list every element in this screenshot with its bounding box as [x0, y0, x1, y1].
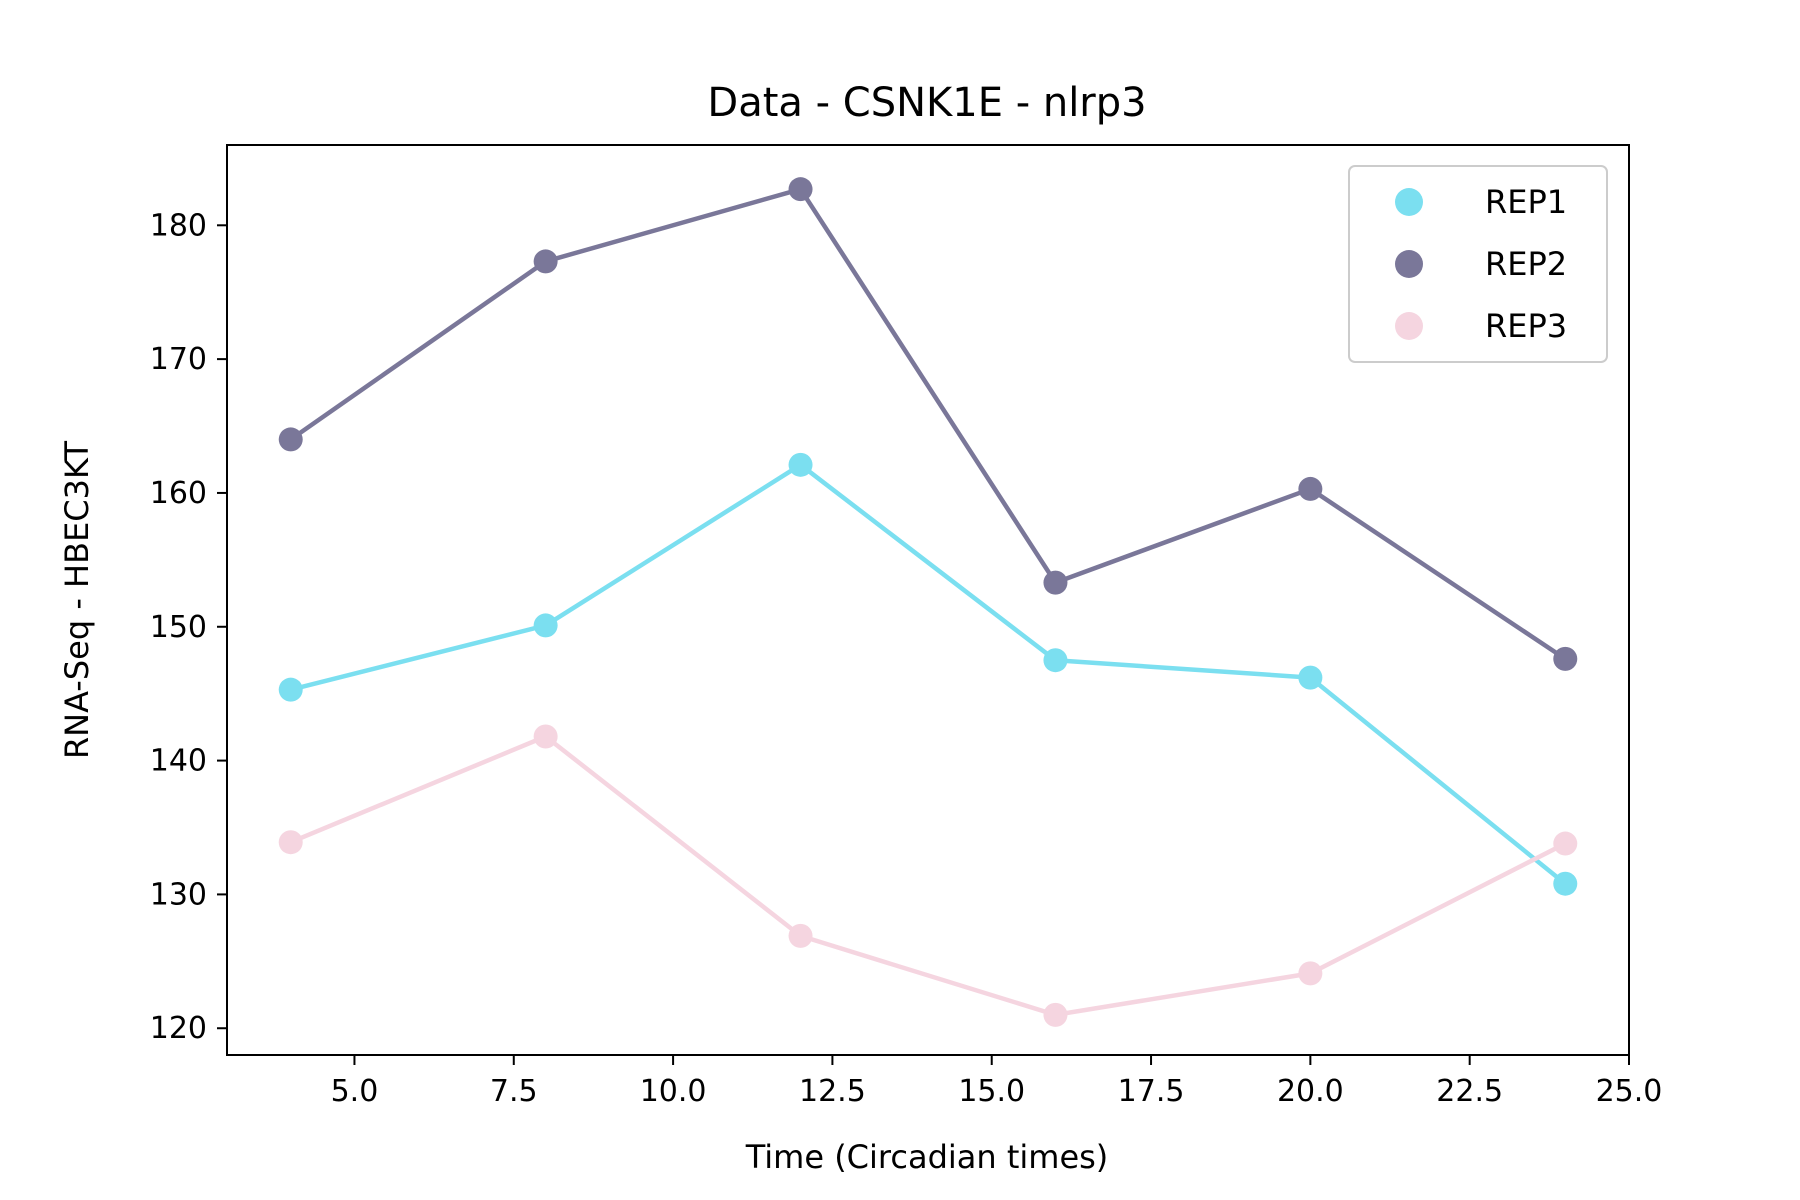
- data-point-rep1: [1043, 648, 1068, 673]
- y-tick-label: 120: [150, 1011, 207, 1046]
- data-point-rep2: [533, 249, 558, 274]
- legend-marker-rep2: [1395, 250, 1423, 278]
- data-point-rep3: [1553, 831, 1578, 856]
- x-tick-label: 15.0: [958, 1074, 1025, 1109]
- data-point-rep2: [1043, 570, 1068, 595]
- plot-area: [278, 177, 1578, 1027]
- y-tick-label: 140: [150, 744, 207, 779]
- legend-box: [1348, 165, 1608, 363]
- series-line-rep1: [290, 462, 1567, 886]
- data-point-rep1: [1298, 665, 1323, 690]
- data-point-rep1: [788, 452, 813, 477]
- data-point-rep1: [278, 677, 303, 702]
- x-tick-label: 20.0: [1277, 1074, 1344, 1109]
- plot-frame: [226, 144, 1630, 1056]
- y-tick-label: 130: [150, 877, 207, 912]
- x-tick-label: 25.0: [1596, 1074, 1663, 1109]
- legend-marker-rep1: [1395, 188, 1423, 216]
- data-point-rep3: [788, 923, 813, 948]
- data-point-rep3: [1043, 1002, 1068, 1027]
- y-tick-label: 170: [150, 342, 207, 377]
- x-tick-label: 12.5: [799, 1074, 866, 1109]
- series-rep2: [278, 177, 1578, 671]
- series-line-rep2: [289, 186, 1567, 661]
- chart-title: Data - CSNK1E - nlrp3: [707, 80, 1146, 126]
- y-tick-label: 180: [150, 208, 207, 243]
- y-axis-label: RNA-Seq - HBEC3KT: [58, 441, 96, 760]
- data-point-rep2: [1553, 646, 1578, 671]
- legend-label-rep3: REP3: [1485, 307, 1567, 345]
- data-point-rep1: [1553, 871, 1578, 896]
- data-point-rep3: [1298, 961, 1323, 986]
- series-rep1: [278, 452, 1578, 896]
- x-tick-label: 22.5: [1436, 1074, 1503, 1109]
- y-tick-label: 150: [150, 610, 207, 645]
- x-tick-label: 5.0: [331, 1074, 379, 1109]
- y-axis: 120 130 140 150 160 170 180: [150, 208, 227, 1046]
- x-axis: 5.0 7.5 10.0 12.5 15.0 17.5 20.0 22.5 25.0: [331, 1055, 1663, 1109]
- data-point-rep2: [1298, 476, 1323, 501]
- legend-label-rep2: REP2: [1485, 245, 1567, 283]
- y-tick-label: 160: [150, 476, 207, 511]
- legend-marker-rep3: [1395, 312, 1423, 340]
- series-line-rep3: [289, 734, 1567, 1018]
- series-rep3: [278, 724, 1578, 1027]
- legend: REP1 REP2 REP3: [1348, 165, 1608, 363]
- data-point-rep2: [278, 427, 303, 452]
- data-point-rep3: [533, 724, 558, 749]
- data-point-rep1: [533, 613, 558, 638]
- x-axis-label: Time (Circadian times): [745, 1138, 1109, 1176]
- legend-label-rep1: REP1: [1485, 183, 1567, 221]
- x-tick-label: 7.5: [490, 1074, 538, 1109]
- x-tick-label: 17.5: [1118, 1074, 1185, 1109]
- data-point-rep3: [278, 830, 303, 855]
- x-tick-label: 10.0: [640, 1074, 707, 1109]
- data-point-rep2: [788, 177, 813, 202]
